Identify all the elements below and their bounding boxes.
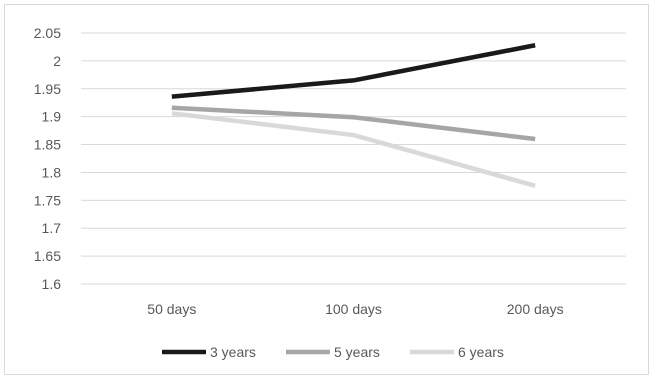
y-tick-label: 1.85 xyxy=(34,137,61,153)
y-tick-label: 1.7 xyxy=(42,220,62,236)
x-tick-label: 200 days xyxy=(507,301,564,317)
legend: 3 years 5 years 6 years xyxy=(162,344,504,360)
gridlines xyxy=(81,32,626,285)
y-tick-label: 1.8 xyxy=(42,164,62,180)
series-lines xyxy=(171,43,536,188)
y-tick-label: 1.6 xyxy=(42,276,62,292)
y-tick-label: 1.95 xyxy=(34,81,61,97)
legend-label: 3 years xyxy=(210,344,256,360)
y-tick-label: 1.65 xyxy=(34,248,61,264)
legend-label: 6 years xyxy=(458,344,504,360)
x-tick-label: 50 days xyxy=(147,301,196,317)
y-tick-label: 1.75 xyxy=(34,192,61,208)
chart-frame xyxy=(4,4,649,375)
y-tick-label: 1.9 xyxy=(42,109,62,125)
series-line-6-years xyxy=(171,111,536,188)
x-axis-ticks: 50 days 100 days 200 days xyxy=(147,301,563,317)
series-line-5-years xyxy=(171,105,536,142)
y-tick-label: 2 xyxy=(53,53,61,69)
y-axis-ticks: 1.6 1.65 1.7 1.75 1.8 1.85 1.9 1.95 2 2.05 xyxy=(34,25,61,292)
x-tick-label: 100 days xyxy=(325,301,382,317)
legend-label: 5 years xyxy=(334,344,380,360)
y-tick-label: 2.05 xyxy=(34,25,61,41)
series-line-3-years xyxy=(171,43,536,99)
